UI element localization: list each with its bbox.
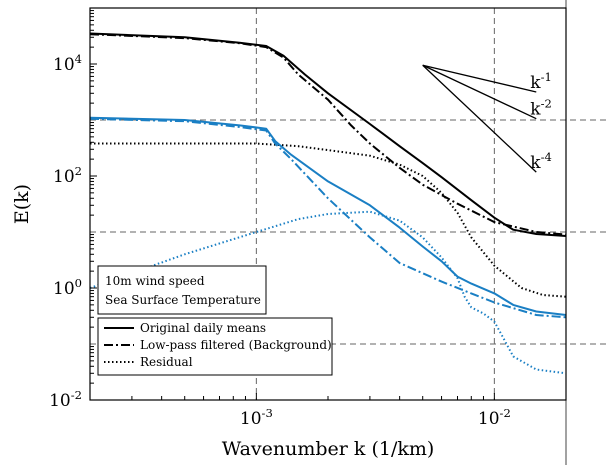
legend-style-label: Low-pass filtered (Background)	[140, 338, 332, 352]
x-tick-label: 10-3	[240, 406, 273, 429]
slope-line	[422, 64, 537, 120]
series-wind-residual	[90, 142, 567, 298]
legend-variable-label: 10m wind speed	[105, 274, 205, 288]
y-tick-label: 100	[53, 276, 82, 299]
legend-box	[97, 265, 267, 315]
slope-line	[422, 64, 537, 173]
slope-label: k-1	[530, 70, 552, 93]
series-sst-residual	[89, 210, 567, 375]
slope-line	[422, 64, 537, 93]
y-tick-label: 102	[53, 164, 82, 187]
legend-line-styles: Original daily means Low-pass filtered (B…	[97, 317, 333, 376]
axis-ticks: 10-3 10-2 10-2 100 102 104	[49, 10, 567, 429]
legend-style-label: Original daily means	[140, 321, 266, 335]
series-wind-background	[89, 33, 567, 236]
y-tick-label: 10-2	[49, 388, 82, 411]
legend-variables: 10m wind speed Sea Surface Temperature	[97, 265, 267, 315]
x-tick-label: 10-2	[478, 406, 511, 429]
legend-variable-label: Sea Surface Temperature	[105, 293, 261, 307]
series-sst-original	[89, 116, 567, 316]
series-lines	[89, 32, 567, 375]
legend-style-label: Residual	[140, 355, 193, 369]
slope-label: k-2	[530, 97, 552, 120]
y-tick-label: 104	[53, 52, 82, 75]
slope-guides: k-1 k-2 k-4	[422, 64, 552, 173]
slope-label: k-4	[530, 150, 552, 173]
y-axis-label: E(k)	[11, 184, 33, 224]
legend-box	[97, 317, 333, 376]
series-sst-background	[89, 117, 567, 319]
x-axis-label: Wavenumber k (1/km)	[222, 438, 435, 460]
